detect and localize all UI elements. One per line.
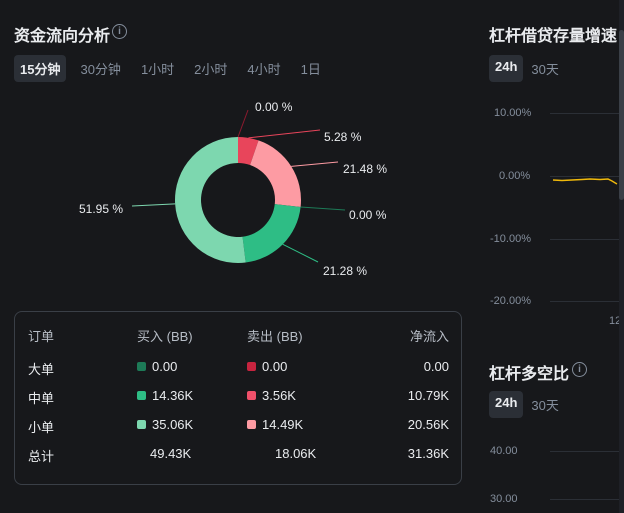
header-buy: 买入 (BB): [137, 326, 193, 345]
row-net: 0.00: [424, 359, 449, 374]
donut-leader-small-sell: [291, 162, 338, 166]
tab-1d[interactable]: 1日: [295, 55, 327, 82]
sell-color-swatch: [247, 391, 256, 400]
donut-label-small-sell: 21.48 %: [343, 162, 387, 176]
fund-flow-title: 资金流向分析: [14, 22, 110, 46]
tab-15m[interactable]: 15分钟: [14, 55, 66, 82]
donut-slice-small-buy[interactable]: [175, 137, 246, 263]
scrollbar-track[interactable]: [619, 0, 624, 513]
row-sell: 3.56K: [262, 388, 296, 403]
buy-color-swatch: [137, 391, 146, 400]
donut-label-large-buy: 0.00 %: [349, 208, 386, 222]
leverage-growth-line: [550, 170, 624, 190]
donut-leader-small-buy: [132, 204, 175, 206]
row-sell: 0.00: [262, 359, 287, 374]
tab-4h[interactable]: 4小时: [241, 55, 286, 82]
long-short-title: 杠杆多空比: [489, 360, 569, 384]
gridline: [550, 239, 620, 240]
row-name: 中单: [28, 388, 54, 407]
tab-30d[interactable]: 30天: [531, 391, 564, 418]
table-total-row: 总计 49.43K 18.06K 31.36K: [15, 446, 461, 466]
gridline: [550, 301, 620, 302]
fund-flow-table: 订单 买入 (BB) 卖出 (BB) 净流入 大单 0.00 0.00 0.00…: [14, 311, 462, 485]
table-header: 订单 买入 (BB) 卖出 (BB) 净流入: [15, 326, 461, 346]
info-icon[interactable]: i: [112, 24, 127, 39]
donut-leader-mid-buy: [283, 244, 318, 262]
fund-flow-donut-chart: [0, 90, 470, 290]
tab-30m[interactable]: 30分钟: [74, 55, 126, 82]
y-tick: -10.00%: [490, 233, 531, 245]
tab-30d[interactable]: 30天: [531, 55, 564, 82]
row-net: 20.56K: [408, 417, 449, 432]
row-name: 大单: [28, 359, 54, 378]
sell-color-swatch: [247, 420, 256, 429]
y-tick: 40.00: [490, 445, 518, 457]
leverage-growth-title: 杠杆借贷存量增速: [489, 22, 617, 46]
buy-color-swatch: [137, 420, 146, 429]
total-net: 31.36K: [408, 446, 449, 461]
table-row: 小单 35.06K 14.49K 20.56K: [15, 417, 461, 437]
donut-label-large-sell: 0.00 %: [255, 100, 292, 114]
info-icon[interactable]: i: [572, 362, 587, 377]
row-buy: 35.06K: [152, 417, 193, 432]
donut-slice-small-sell[interactable]: [250, 140, 301, 207]
donut-leader-large-sell: [238, 110, 248, 137]
leverage-growth-tabs: 24h 30天: [489, 55, 565, 82]
scrollbar-thumb[interactable]: [619, 30, 624, 200]
donut-label-small-buy: 51.95 %: [79, 202, 123, 216]
gridline: [550, 451, 620, 452]
y-tick: 0.00%: [499, 170, 530, 182]
y-tick: 30.00: [490, 493, 518, 505]
table-row: 中单 14.36K 3.56K 10.79K: [15, 388, 461, 408]
table-row: 大单 0.00 0.00 0.00: [15, 359, 461, 379]
total-name: 总计: [28, 446, 54, 465]
tab-24h[interactable]: 24h: [489, 391, 523, 418]
header-sell: 卖出 (BB): [247, 326, 303, 345]
row-net: 10.79K: [408, 388, 449, 403]
tab-2h[interactable]: 2小时: [188, 55, 233, 82]
donut-label-mid-sell: 5.28 %: [324, 130, 361, 144]
tab-1h[interactable]: 1小时: [135, 55, 180, 82]
row-buy: 0.00: [152, 359, 177, 374]
donut-slice-mid-buy[interactable]: [243, 204, 301, 262]
fund-flow-tabs: 15分钟 30分钟 1小时 2小时 4小时 1日: [14, 55, 327, 82]
donut-leader-large-buy: [301, 207, 345, 210]
gridline: [550, 499, 620, 500]
y-tick: 10.00%: [494, 107, 531, 119]
total-sell: 18.06K: [275, 446, 316, 461]
tab-24h[interactable]: 24h: [489, 55, 523, 82]
donut-leader-mid-sell: [248, 130, 320, 138]
row-sell: 14.49K: [262, 417, 303, 432]
row-buy: 14.36K: [152, 388, 193, 403]
row-name: 小单: [28, 417, 54, 436]
long-short-tabs: 24h 30天: [489, 391, 565, 418]
sell-color-swatch: [247, 362, 256, 371]
header-order: 订单: [28, 326, 54, 345]
header-net: 净流入: [410, 326, 449, 345]
y-tick: -20.00%: [490, 295, 531, 307]
buy-color-swatch: [137, 362, 146, 371]
donut-label-mid-buy: 21.28 %: [323, 264, 367, 278]
total-buy: 49.43K: [150, 446, 191, 461]
gridline: [550, 113, 620, 114]
